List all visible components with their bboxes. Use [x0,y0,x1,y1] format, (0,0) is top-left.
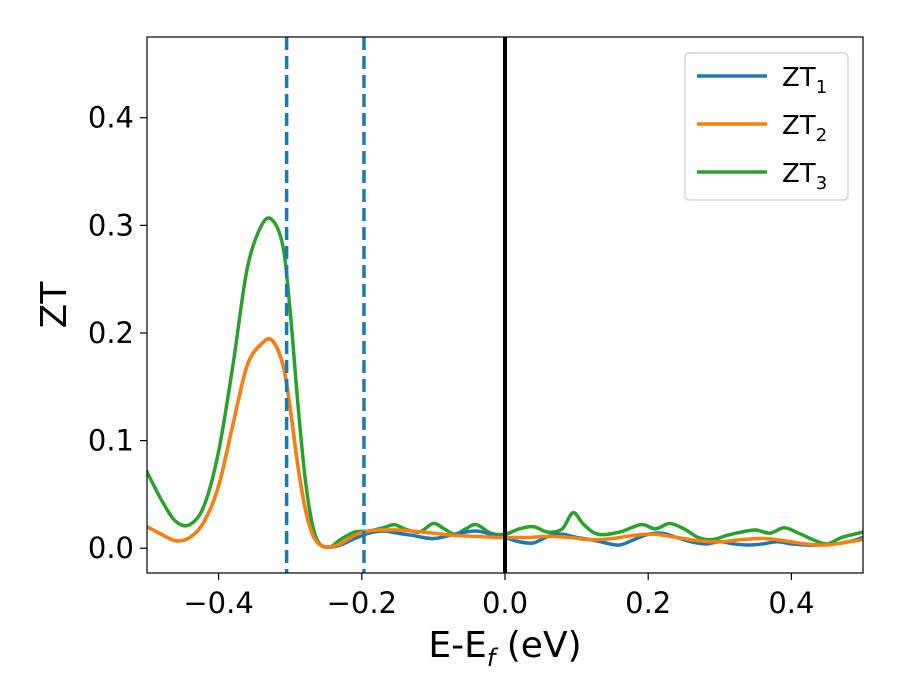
legend-entry: ZT1 [697,63,827,98]
x-tick-label: 0.0 [482,586,528,620]
y-tick-label: 0.2 [88,316,134,350]
y-axis-label: ZT [34,281,75,329]
plot-frame [146,36,864,574]
x-tick-label: −0.4 [183,586,253,620]
legend-label-series-3: ZT3 [782,159,827,194]
series-line-2 [147,337,863,549]
plot-lines [147,37,863,573]
x-tick-label: −0.2 [327,586,397,620]
legend-entry: ZT3 [697,159,827,194]
legend-entry: ZT2 [697,111,827,146]
y-tick-label: 0.1 [88,424,134,458]
legend-box [684,52,849,201]
legend-label-series-2: ZT2 [782,111,827,146]
y-tick-label: 0.0 [88,531,134,565]
x-axis-label: E-Ef (eV) [428,625,581,672]
y-tick-label: 0.3 [88,208,134,242]
x-tick-label: 0.4 [768,586,814,620]
x-tick-label: 0.2 [625,586,671,620]
legend-label-series-1: ZT1 [782,63,827,98]
y-tick-label: 0.4 [88,101,134,135]
legend: ZT1 ZT2 ZT3 [684,52,849,201]
axis-ticks: −0.4 −0.2 0.0 0.2 0.4 0.0 0.1 0.2 0.3 0.4 [88,101,815,620]
